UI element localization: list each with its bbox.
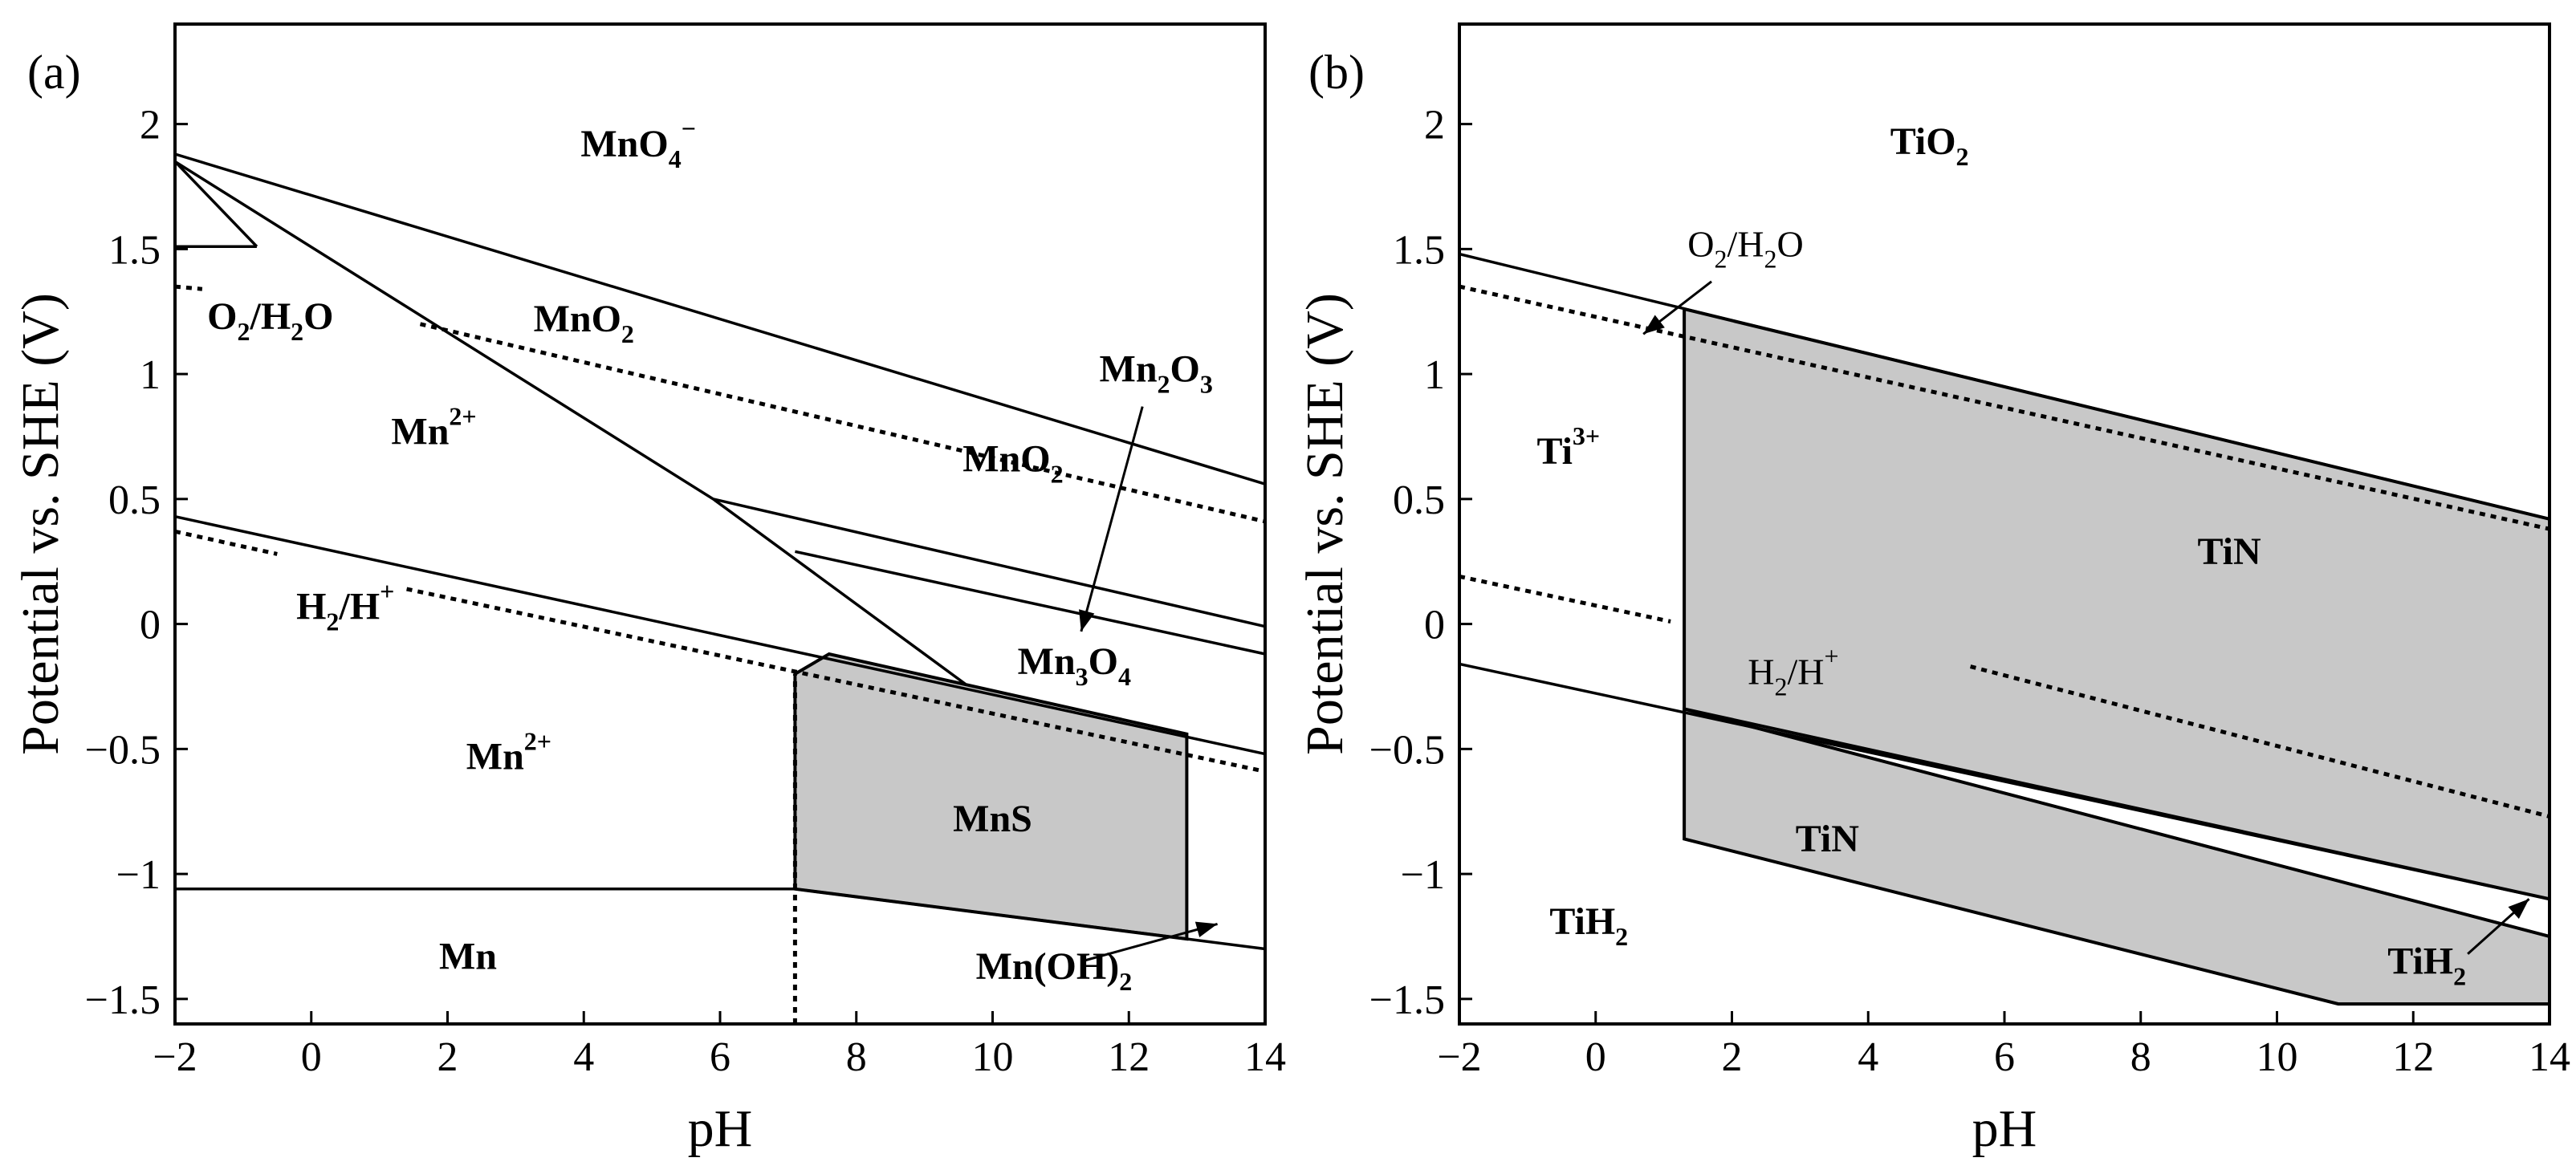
dotted-line-12 (406, 587, 1266, 774)
boundary-line-4 (1683, 837, 2550, 1005)
y-tick-label: 0.5 (108, 477, 161, 523)
y-tick-label: 2 (1424, 103, 1445, 148)
region-label-mns: MnS (953, 798, 1032, 840)
region-label-tin: TiN (2198, 530, 2261, 573)
region-label-tin: TiN (1796, 818, 1859, 860)
x-tick-label: 0 (301, 1034, 322, 1080)
x-tick-label: −2 (153, 1034, 197, 1080)
region-label-h: H2/H+ (296, 576, 394, 636)
y-tick-label: −1 (1401, 852, 1445, 898)
arrow-head-1 (1194, 921, 1218, 937)
boundary-line-6 (174, 514, 1266, 756)
boundary-line-5 (795, 550, 1266, 656)
y-tick-label: 1.5 (108, 227, 161, 273)
y-tick-label: 1 (1424, 352, 1445, 398)
y-tick-label: −1.5 (1369, 977, 1445, 1023)
x-tick-label: 2 (437, 1034, 458, 1080)
y-axis-label: Potential vs. SHE (V) (1296, 293, 1354, 755)
x-tick-label: 12 (1108, 1034, 1150, 1080)
panel-label: (b) (1308, 46, 1365, 99)
region-label-h: H2/H+ (1748, 641, 1838, 701)
region-label-o: O2/H2O (1687, 224, 1803, 274)
boundary-line-1 (1459, 662, 2550, 901)
region-label-tio: TiO2 (1890, 120, 1969, 171)
x-tick-label: 4 (573, 1034, 594, 1080)
y-tick-label: −0.5 (1369, 727, 1445, 773)
region-label-mn: Mn (439, 935, 497, 977)
y-tick-label: 0.5 (1393, 477, 1445, 523)
x-axis-label: pH (1972, 1099, 2037, 1158)
y-tick-label: 0 (1424, 603, 1445, 648)
boundary-line-0 (174, 152, 1266, 485)
arrow-head-0 (1079, 609, 1095, 632)
x-tick-label: 6 (1994, 1034, 2015, 1080)
arrow-shaft-0 (1080, 406, 1144, 632)
region-label-mno: MnO2 (534, 298, 634, 348)
boundary-line-2 (1683, 707, 2550, 938)
x-tick-label: 8 (2130, 1034, 2151, 1080)
dotted-line-7 (1969, 664, 2550, 819)
region-label-mno: MnO2 (962, 438, 1063, 489)
x-tick-label: 12 (2392, 1034, 2434, 1080)
y-tick-label: −0.5 (85, 727, 161, 773)
region-label-tih: TiH2 (1549, 900, 1628, 951)
arrow-head-0 (1643, 315, 1665, 335)
y-tick-label: 2 (140, 103, 161, 148)
region-label-mn: Mn3O4 (1018, 640, 1131, 691)
y-tick-label: 1.5 (1393, 227, 1445, 273)
dotted-line-9 (419, 322, 1266, 524)
region-label-mno: MnO4− (580, 114, 696, 173)
boundary-line-1 (174, 160, 967, 685)
y-tick-label: −1.5 (85, 977, 161, 1023)
y-tick-label: 1 (140, 352, 161, 398)
region-label-mnoh: Mn(OH)2 (976, 945, 1133, 996)
panel-a: −2 0 2 4 6 8 10 12 14 −1.5 −1 −0.5 0 0.5 1 1.5 2 pH Potent… (11, 22, 1286, 1158)
x-tick-label: −2 (1437, 1034, 1481, 1080)
dotted-line-6 (1459, 574, 1671, 624)
x-tick-label: 10 (972, 1034, 1014, 1080)
region-label-mn: Mn2O3 (1100, 347, 1213, 398)
x-tick-label: 2 (1722, 1034, 1743, 1080)
x-axis-label: pH (688, 1099, 753, 1158)
arrow-head-1 (2508, 899, 2529, 920)
y-axis-label: Potential vs. SHE (V) (11, 293, 70, 755)
x-tick-label: 4 (1858, 1034, 1878, 1080)
panel-b: −2 0 2 4 6 8 10 12 14 −1.5 −1 −0.5 0 0.5 1 1.5 2 pH Potent… (1296, 22, 2570, 1158)
boundary-line-3 (173, 160, 258, 248)
y-tick-label: 0 (140, 603, 161, 648)
x-tick-label: 8 (846, 1034, 867, 1080)
boundary-line-8 (795, 888, 1266, 951)
x-tick-label: 6 (710, 1034, 730, 1080)
x-tick-label: 14 (2529, 1034, 2570, 1080)
region-label-mn: Mn2+ (466, 726, 551, 778)
x-tick-label: 0 (1585, 1034, 1606, 1080)
dotted-line-10 (174, 284, 203, 291)
region-label-ti: Ti3+ (1536, 421, 1600, 473)
x-tick-label: 14 (1244, 1034, 1286, 1080)
region-label-mn: Mn2+ (391, 401, 476, 453)
panel-label: (a) (27, 46, 81, 99)
x-tick-label: 10 (2257, 1034, 2298, 1080)
region-label-o: O2/H2O (207, 295, 333, 346)
boundary-line-4 (713, 498, 1266, 628)
region-label-tih: TiH2 (2387, 940, 2466, 991)
y-tick-label: −1 (116, 852, 161, 898)
boundary-line-0 (1459, 252, 2550, 521)
arrow-shaft-1 (1080, 922, 1218, 963)
